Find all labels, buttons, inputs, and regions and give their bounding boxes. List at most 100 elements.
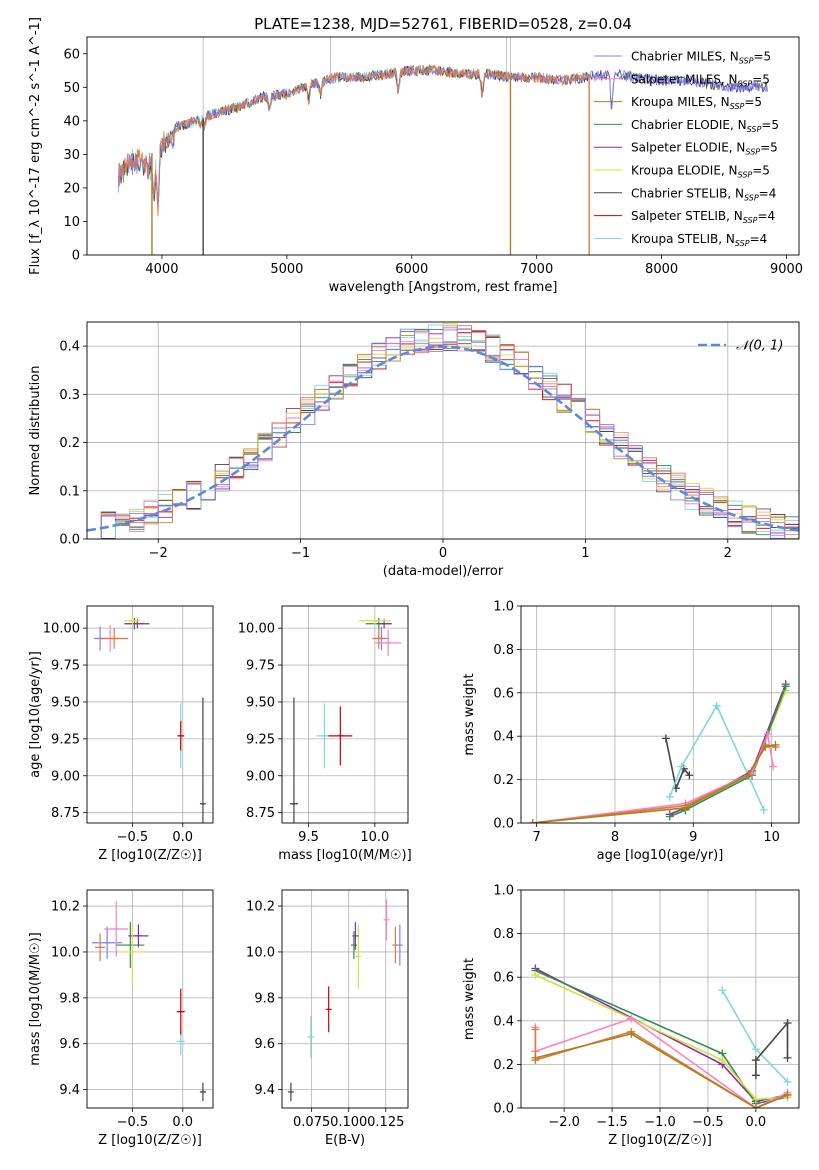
weight_vs_Z-series-marker bbox=[783, 1077, 792, 1086]
spectrum-frame bbox=[86, 36, 800, 256]
mass_vs_ebv-ytick-label: 9.6 bbox=[254, 1037, 275, 1052]
mass_vs_ebv-ytick-label: 9.8 bbox=[254, 991, 275, 1006]
mass_vs_Z-ylabel: mass [log10(M/M☉)] bbox=[28, 932, 43, 1065]
weight_vs_age-ytick-label: 0.6 bbox=[493, 686, 514, 701]
residuals-ytick-label: 0.1 bbox=[59, 484, 80, 499]
residuals-xtick-label: 0 bbox=[439, 546, 447, 561]
mass_vs_Z-frame bbox=[86, 889, 214, 1109]
residuals-histogram bbox=[87, 328, 799, 539]
residuals-ylabel: Normed distribution bbox=[28, 366, 43, 496]
mass_vs_Z-ytick-label: 9.6 bbox=[59, 1037, 80, 1052]
weight_vs_age-series-marker bbox=[769, 762, 778, 771]
spectrum-legend-label: Kroupa MILES, NSSP=5 bbox=[631, 95, 762, 111]
weight_vs_Z-xlabel: Z [log10(Z/Z☉)] bbox=[608, 1133, 712, 1148]
weight_vs_Z-ytick-label: 1.0 bbox=[493, 884, 514, 899]
spectrum-xtick-label: 6000 bbox=[395, 262, 428, 277]
residuals-xtick-label: −1 bbox=[291, 546, 310, 561]
mass_vs_Z-ytick-label: 9.4 bbox=[59, 1083, 80, 1098]
spectrum-series-line bbox=[117, 64, 768, 211]
weight_vs_Z-series-marker bbox=[783, 1090, 792, 1099]
age_vs_mass-ytick-label: 9.75 bbox=[246, 659, 275, 674]
spectrum-legend-label: Salpeter STELIB, NSSP=4 bbox=[631, 209, 775, 225]
mass_vs_ebv-ytick-label: 9.4 bbox=[254, 1083, 275, 1098]
weight_vs_age-series-marker bbox=[712, 701, 721, 710]
residuals-xtick-label: 2 bbox=[724, 546, 732, 561]
weight_vs_age-ylabel: mass weight bbox=[462, 673, 477, 755]
spectrum-ytick-label: 50 bbox=[63, 81, 80, 96]
spectrum-ytick-label: 60 bbox=[63, 47, 80, 62]
weight_vs_Z-frame bbox=[520, 889, 800, 1109]
weight_vs_age-series-marker bbox=[763, 730, 772, 739]
age_vs_Z-xtick-label: 0.0 bbox=[172, 830, 193, 845]
weight_vs_Z-ylabel: mass weight bbox=[462, 958, 477, 1040]
residuals-ytick-label: 0.2 bbox=[59, 436, 80, 451]
age_vs_Z-ytick-label: 9.25 bbox=[51, 732, 80, 747]
spectrum-ytick-label: 0 bbox=[72, 249, 80, 264]
weight_vs_Z-ytick-label: 0.0 bbox=[493, 1102, 514, 1117]
weight_vs_age-series-marker bbox=[759, 805, 768, 814]
spectrum-legend-label: Chabrier MILES, NSSP=5 bbox=[631, 50, 771, 66]
mass_vs_Z-xtick-label: 0.0 bbox=[172, 1115, 193, 1130]
weight_vs_Z-series-marker bbox=[783, 1018, 792, 1027]
weight_vs_Z-ytick-label: 0.6 bbox=[493, 971, 514, 986]
mass_vs_Z-ytick-label: 10.2 bbox=[51, 900, 80, 915]
residuals-ytick-label: 0.3 bbox=[59, 388, 80, 403]
age_vs_Z-ytick-label: 8.75 bbox=[51, 806, 80, 821]
mass_vs_Z-ytick-label: 10.0 bbox=[51, 945, 80, 960]
age_vs_mass-xlabel: mass [log10(M/M☉)] bbox=[278, 848, 411, 863]
spectrum-legend: Chabrier MILES, NSSP=5 Salpeter MILES, NS… bbox=[594, 50, 779, 248]
age_vs_mass-ytick-label: 8.75 bbox=[246, 806, 275, 821]
age_vs_mass-ytick-label: 9.00 bbox=[246, 769, 275, 784]
weight_vs_age-ytick-label: 0.0 bbox=[493, 817, 514, 832]
weight_vs_Z-series-marker bbox=[531, 1053, 540, 1062]
weight_vs_Z-xtick-label: −1.5 bbox=[596, 1115, 628, 1130]
weight_vs_age-ytick-label: 0.2 bbox=[493, 773, 514, 788]
spectrum-plot-area bbox=[117, 37, 768, 255]
mass_vs_Z-axes: −0.5 0.0 9.4 9.6 9.8 10.0 10.2 Z [log10(Z/Z☉)] m… bbox=[28, 889, 214, 1148]
weight_vs_age-series-line bbox=[669, 686, 787, 818]
figure-title: PLATE=1238, MJD=52761, FIBERID=0528, z=0… bbox=[254, 15, 632, 33]
residuals-xlabel: (data-model)/error bbox=[383, 564, 504, 579]
spectrum-xtick-label: 4000 bbox=[145, 262, 178, 277]
weight_vs_age-series-line bbox=[665, 738, 691, 792]
weight_vs_age-series-marker bbox=[685, 771, 694, 780]
spectrum-ytick-label: 20 bbox=[63, 181, 80, 196]
weight_vs_Z-ytick-label: 0.2 bbox=[493, 1058, 514, 1073]
residuals-frame bbox=[86, 321, 800, 540]
weight_vs_age-series-marker bbox=[665, 812, 674, 821]
mass_vs_Z-xtick-label: −0.5 bbox=[117, 1115, 149, 1130]
spectrum-legend-label: Chabrier STELIB, NSSP=4 bbox=[631, 186, 776, 202]
age_vs_Z-plot-area bbox=[94, 616, 206, 823]
age_vs_Z-ytick-label: 9.00 bbox=[51, 769, 80, 784]
mass_vs_ebv-plot-area bbox=[287, 899, 403, 1102]
spectrum-legend-label: Salpeter ELODIE, NSSP=5 bbox=[631, 141, 778, 157]
age_vs_Z-ylabel: age [log10(age/yr)] bbox=[28, 651, 43, 778]
weight_vs_age-frame bbox=[520, 605, 800, 824]
mass_vs_ebv-xtick-label: 0.075 bbox=[293, 1115, 330, 1130]
residuals-xtick-label: −2 bbox=[149, 546, 168, 561]
age_vs_mass-frame bbox=[281, 605, 409, 824]
weight_vs_Z-series-line bbox=[535, 974, 788, 1101]
spectrum-legend-label: Kroupa STELIB, NSSP=4 bbox=[631, 232, 767, 248]
mass_vs_ebv-xtick-label: 0.100 bbox=[330, 1115, 367, 1130]
weight_vs_Z-series-marker bbox=[627, 1014, 636, 1023]
spectrum-legend-label: Salpeter MILES, NSSP=5 bbox=[631, 72, 770, 88]
weight_vs_age-xtick-label: 9 bbox=[689, 830, 697, 845]
weight_vs_age-series-marker bbox=[744, 771, 753, 780]
age_vs_Z-ytick-label: 10.00 bbox=[43, 622, 80, 637]
weight_vs_Z-axes: −2.0 −1.5 −1.0 −0.5 0.0 0.0 0.2 0.4 0.6 0.8 1.0 Z [… bbox=[462, 884, 800, 1148]
residuals-normal-curve bbox=[87, 345, 799, 532]
weight_vs_Z-series-marker bbox=[751, 1095, 760, 1104]
weight_vs_age-plot-area bbox=[528, 680, 790, 823]
weight_vs_Z-ytick-label: 0.8 bbox=[493, 927, 514, 942]
spectrum-ylabel: Flux [f_λ 10^-17 erg cm^-2 s^-1 A^-1] bbox=[28, 17, 43, 275]
spectrum-xtick-label: 8000 bbox=[645, 262, 678, 277]
weight_vs_age-series-marker bbox=[681, 803, 690, 812]
age_vs_Z-ytick-label: 9.75 bbox=[51, 659, 80, 674]
weight_vs_Z-xtick-label: −1.0 bbox=[644, 1115, 676, 1130]
residuals-ytick-label: 0.0 bbox=[59, 533, 80, 548]
mass_vs_ebv-xlabel: E(B-V) bbox=[325, 1133, 365, 1148]
residuals-legend-label: 𝒩(0, 1) bbox=[736, 339, 783, 354]
mass_vs_Z-plot-area bbox=[92, 901, 206, 1102]
